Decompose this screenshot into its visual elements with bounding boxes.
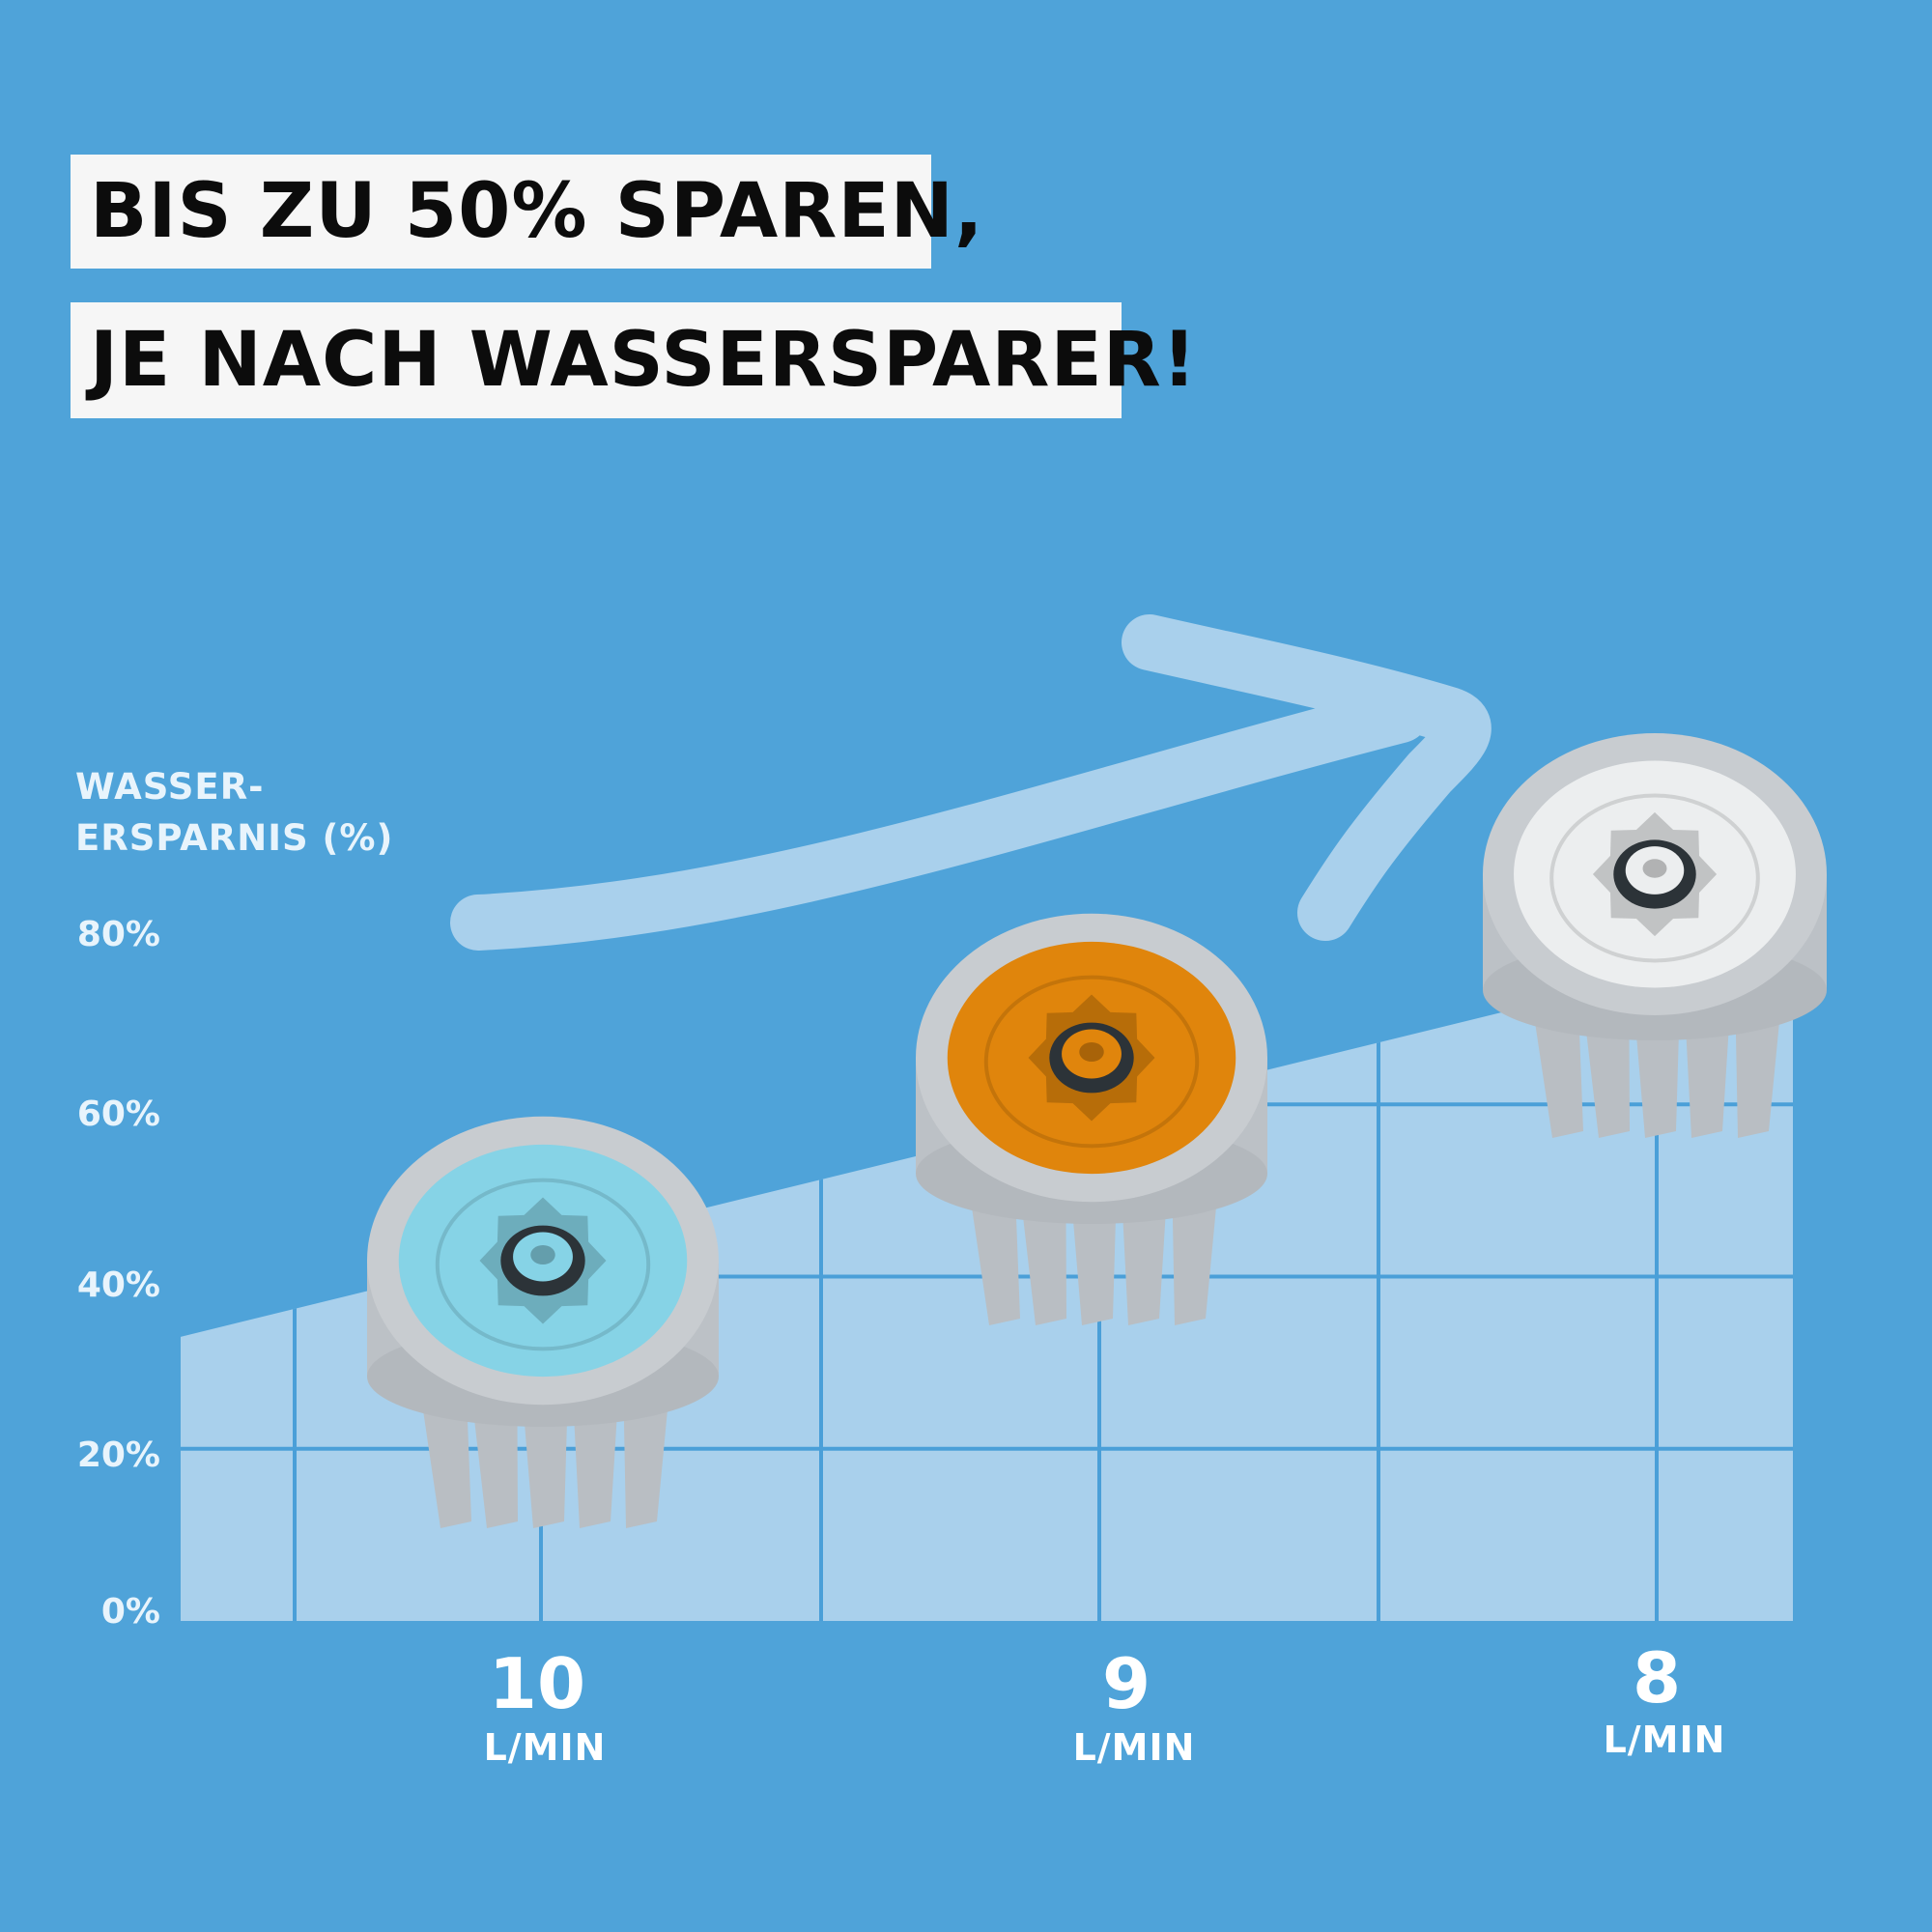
y-axis-title-line-1: WASSER- [75, 766, 265, 808]
water-saver-9-lmin [916, 913, 1267, 1325]
insert-groove [983, 975, 1200, 1149]
x-category-unit: L/MIN [1073, 1726, 1196, 1769]
y-tick-label: 0% [101, 1592, 160, 1632]
x-category-value: 10 [489, 1643, 585, 1724]
water-saver-10-lmin [367, 1116, 719, 1528]
x-category-unit: L/MIN [484, 1726, 607, 1769]
y-tick-label: 40% [77, 1265, 160, 1305]
headline-line-1-text: BIS ZU 50% SPAREN, [90, 168, 984, 255]
tick-layer: 0% 20% 40% 60% 80% [77, 915, 160, 1632]
trend-arrow-path [450, 614, 1492, 951]
headline-line-2-text: JE NACH WASSERSPARER! [90, 317, 1198, 404]
trend-arrow [450, 614, 1492, 951]
x-category-unit: L/MIN [1604, 1719, 1726, 1761]
y-axis-title-line-2: ERSPARNIS (%) [75, 817, 394, 859]
water-saver-8-lmin [1483, 733, 1827, 1138]
x-category-value: 8 [1633, 1637, 1681, 1719]
y-tick-label: 60% [77, 1094, 160, 1134]
headline-line-1: BIS ZU 50% SPAREN, [71, 155, 983, 269]
center-nozzle [513, 1232, 573, 1282]
product-layer [367, 733, 1827, 1528]
nozzle-hole [1642, 859, 1667, 878]
y-tick-label: 80% [77, 915, 160, 954]
nozzle-hole [1079, 1041, 1104, 1063]
center-nozzle [1062, 1029, 1122, 1079]
insert-groove [435, 1178, 651, 1351]
center-nozzle [1625, 846, 1685, 895]
x-category-value: 9 [1102, 1643, 1151, 1724]
insert-groove [1549, 793, 1760, 963]
y-tick-label: 20% [77, 1435, 160, 1475]
nozzle-hole [530, 1244, 555, 1265]
headline-line-2: JE NACH WASSERSPARER! [71, 302, 1196, 418]
